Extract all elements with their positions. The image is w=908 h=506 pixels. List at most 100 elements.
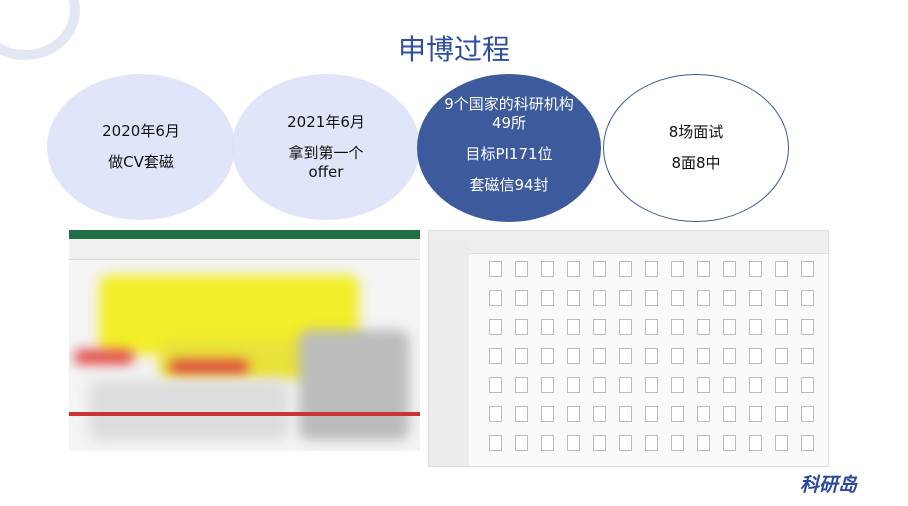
file-icon [619,406,632,422]
file-icon [671,377,684,393]
file-icon [645,261,658,277]
file-icon [593,348,606,364]
file-icon [489,348,502,364]
file-icon [541,406,554,422]
milestone-circle-1: 2020年6月 做CV套磁 [47,74,235,220]
file-icon [723,348,736,364]
file-icon [593,435,606,451]
file-icon [515,261,528,277]
file-icon [567,435,580,451]
file-icon [801,406,814,422]
file-icon [619,348,632,364]
file-icon [723,261,736,277]
file-icon [697,435,710,451]
file-icon [515,348,528,364]
file-icon [515,319,528,335]
file-icon [671,435,684,451]
file-icon [749,377,762,393]
file-icon [541,319,554,335]
folder-screenshot [428,230,829,467]
file-icon [619,377,632,393]
file-icon [567,319,580,335]
file-icon [593,261,606,277]
file-icon [749,261,762,277]
file-icon [645,435,658,451]
logo: 科研岛 [800,474,858,496]
file-icon [619,435,632,451]
file-icon [697,290,710,306]
file-icon [801,261,814,277]
file-icon [619,319,632,335]
file-icon [723,406,736,422]
file-icon [697,261,710,277]
file-icon [645,377,658,393]
file-icon [567,261,580,277]
file-icon [489,377,502,393]
file-icon [619,290,632,306]
file-icon [541,261,554,277]
file-icon [645,319,658,335]
file-icon [775,319,788,335]
stat-letters: 套磁信94封 [469,176,549,194]
file-icon [671,348,684,364]
spreadsheet-screenshot [69,230,420,451]
file-icon [697,377,710,393]
file-icon [697,406,710,422]
file-icon [671,290,684,306]
file-icon [723,377,736,393]
file-icon [723,290,736,306]
interview-count: 8场面试 [668,123,724,141]
file-icon [541,435,554,451]
file-icon [541,348,554,364]
file-icon [489,319,502,335]
milestone-date: 2021年6月 [287,112,365,131]
file-icon [593,319,606,335]
file-icon [489,406,502,422]
file-icon [671,261,684,277]
stat-institutions: 9个国家的科研机构49所 [444,95,574,132]
file-icon [515,406,528,422]
file-icon [593,406,606,422]
file-icon [749,406,762,422]
file-icon [671,319,684,335]
file-icon [697,348,710,364]
decorative-swoosh [0,0,80,60]
milestone-text: 拿到第一个offer [288,143,364,181]
file-icon [697,319,710,335]
file-icon [489,261,502,277]
file-icon [749,348,762,364]
file-icon [801,435,814,451]
file-icon [541,377,554,393]
file-icon [645,406,658,422]
file-icon [671,406,684,422]
file-icon [801,377,814,393]
interview-result: 8面8中 [671,154,721,172]
slide-title: 申博过程 [397,33,510,66]
file-icon [645,348,658,364]
file-icon [567,348,580,364]
file-icon [801,348,814,364]
file-icon [749,319,762,335]
file-icon [775,435,788,451]
file-icon [775,261,788,277]
milestone-date: 2020年6月 [102,122,180,140]
file-icon [541,290,554,306]
file-icon [593,377,606,393]
file-icon [515,435,528,451]
file-icon [489,435,502,451]
file-icon [515,290,528,306]
milestone-circle-3: 9个国家的科研机构49所 目标PI171位 套磁信94封 [417,74,601,222]
file-icon [567,406,580,422]
file-icon [619,261,632,277]
file-icon [489,290,502,306]
file-icon [645,290,658,306]
file-icon [593,290,606,306]
file-icon [749,290,762,306]
milestone-circle-4: 8场面试 8面8中 [603,74,789,222]
file-icon [749,435,762,451]
file-icon [567,377,580,393]
file-icon [801,319,814,335]
file-icon [567,290,580,306]
file-icon [775,377,788,393]
